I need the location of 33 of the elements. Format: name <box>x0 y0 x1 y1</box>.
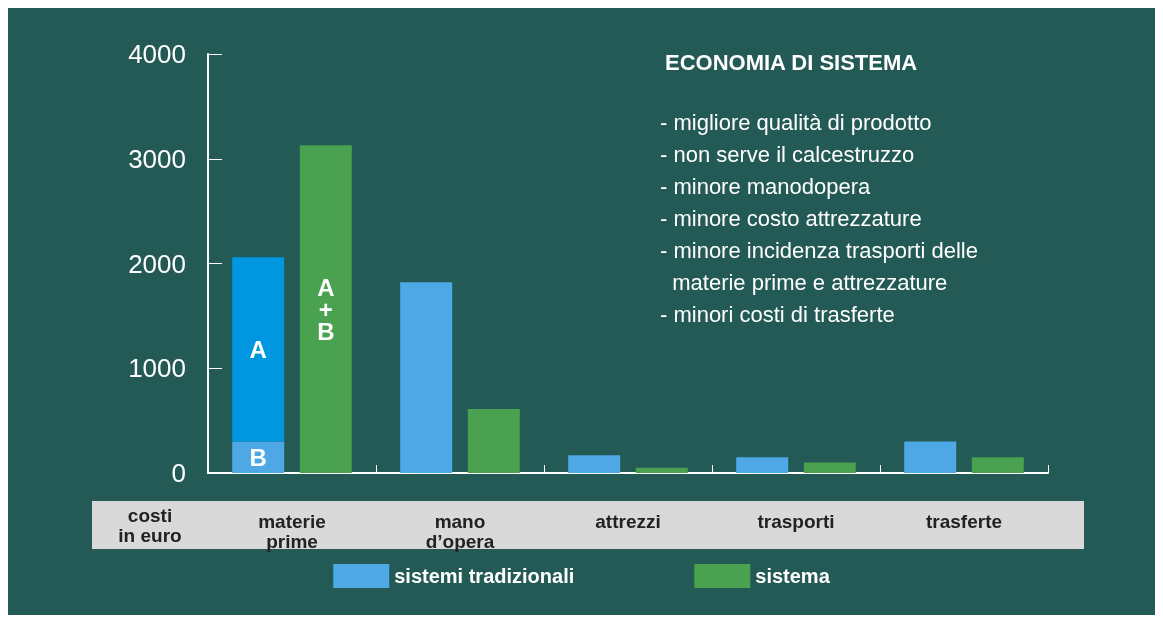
y-tick-label: 0 <box>171 458 186 488</box>
legend-label: sistema <box>755 565 831 587</box>
bar <box>568 455 621 473</box>
y-tick-label: 3000 <box>128 143 186 174</box>
x-tick-label: mano d’opera <box>425 510 495 552</box>
data-label: A <box>249 335 267 363</box>
data-label: B <box>249 443 267 471</box>
bar <box>904 441 957 473</box>
data-label: A + B <box>317 273 335 345</box>
annotation: - non serve il calcestruzzo <box>660 141 915 167</box>
annotation: - minore incidenza trasporti delle materie prime e attrezzature <box>660 237 978 295</box>
y-tick-label: 2000 <box>128 248 186 279</box>
x-tick-label: trasferte <box>925 510 1003 532</box>
x-tick-label: materie prime <box>258 510 326 552</box>
bar <box>736 457 789 473</box>
bar <box>971 457 1024 473</box>
annotation: - minore manodopera <box>660 173 872 199</box>
y-tick-label: 1000 <box>128 353 186 384</box>
annotation: - minore costo attrezzature <box>660 205 922 231</box>
legend-label: sistemi tradizionali <box>394 565 575 587</box>
bar <box>467 409 520 473</box>
bar <box>299 145 352 473</box>
bar <box>400 282 453 473</box>
x-tick-label: trasporti <box>757 510 835 532</box>
annotation: - minori costi di trasferte <box>660 301 895 327</box>
y-axis-title: costi in euro <box>118 504 182 546</box>
x-tick-label: attrezzi <box>595 510 661 532</box>
chart-title: ECONOMIA DI SISTEMA <box>665 49 918 75</box>
bar <box>635 467 688 473</box>
annotation: - migliore qualità di prodotto <box>660 109 932 135</box>
bar <box>803 462 856 473</box>
bar <box>232 257 285 442</box>
y-tick-label: 4000 <box>128 39 186 69</box>
